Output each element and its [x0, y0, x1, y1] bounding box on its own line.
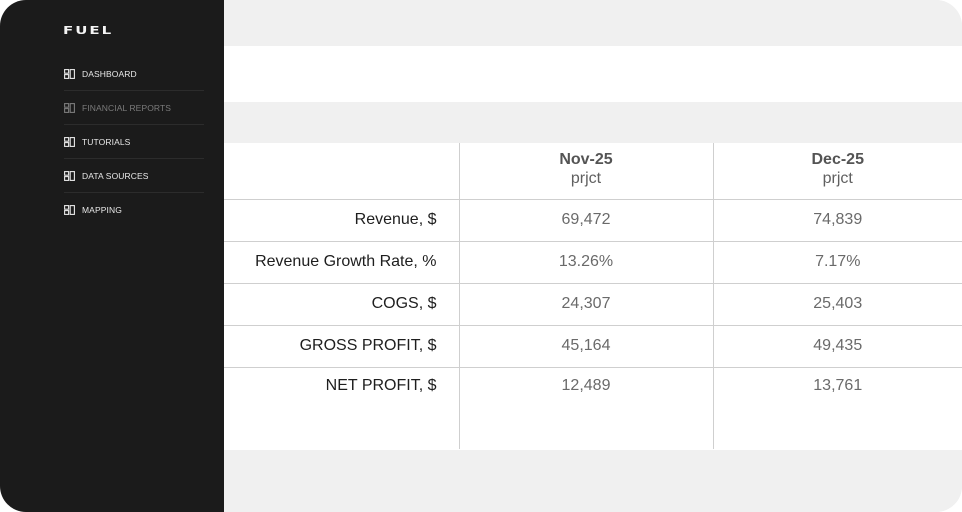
table-row-gross-profit: GROSS PROFIT, $ 45,164 49,435 [224, 324, 962, 367]
sidebar-item-dashboard[interactable]: DASHBOARD [64, 57, 204, 91]
sidebar-item-label: FINANCIAL REPORTS [82, 102, 172, 113]
main-content: Nov-25 prjct Dec-25 prjct Revenue, $ 69,… [224, 0, 962, 512]
financial-table: Nov-25 prjct Dec-25 prjct Revenue, $ 69,… [224, 143, 962, 449]
table-header-row: Nov-25 prjct Dec-25 prjct [224, 143, 962, 199]
sidebar-item-financial-reports[interactable]: FINANCIAL REPORTS [64, 91, 204, 125]
row-label: GROSS PROFIT, $ [224, 324, 459, 367]
table-corner-cell [224, 143, 459, 199]
sidebar-item-mapping[interactable]: MAPPING [64, 193, 204, 227]
table-cell[interactable]: 7.17% [712, 240, 962, 283]
grid-icon [64, 205, 75, 215]
row-label: Revenue Growth Rate, % [224, 240, 459, 283]
column-type: prjct [570, 170, 602, 187]
financial-table-container: Nov-25 prjct Dec-25 prjct Revenue, $ 69,… [224, 143, 962, 450]
sidebar-item-tutorials[interactable]: TUTORIALS [64, 125, 204, 159]
fuel-logo[interactable]: FUEL [63, 24, 114, 37]
table-cell[interactable]: 13,761 [712, 366, 962, 449]
table-cell[interactable]: 49,435 [712, 324, 962, 367]
column-month: Dec-25 [811, 151, 864, 168]
header-band [224, 46, 962, 102]
table-cell[interactable]: 12,489 [458, 366, 713, 449]
table-row-net-profit: NET PROFIT, $ 12,489 13,761 [224, 366, 962, 449]
sidebar-item-label: TUTORIALS [82, 136, 131, 147]
row-label: COGS, $ [224, 282, 459, 325]
table-cell[interactable]: 24,307 [458, 282, 713, 325]
table-cell[interactable]: 13.26% [458, 240, 713, 283]
row-label: Revenue, $ [224, 198, 459, 241]
table-row-revenue: Revenue, $ 69,472 74,839 [224, 198, 962, 241]
table-row-cogs: COGS, $ 24,307 25,403 [224, 282, 962, 325]
column-header-dec[interactable]: Dec-25 prjct [712, 143, 962, 199]
row-label: NET PROFIT, $ [224, 366, 459, 449]
column-header-nov[interactable]: Nov-25 prjct [458, 143, 713, 199]
grid-icon [64, 102, 75, 113]
grid-icon [64, 170, 75, 181]
column-type: prjct [822, 170, 853, 187]
table-cell[interactable]: 69,472 [458, 198, 713, 241]
grid-icon [64, 68, 75, 79]
sidebar-nav: DASHBOARD FINANCIAL REPORTS TUTORIALS [64, 57, 204, 227]
sidebar: FUEL DASHBOARD FINANCIAL REPORTS [0, 0, 224, 512]
grid-icon [64, 136, 75, 147]
sidebar-item-label: MAPPING [82, 205, 122, 215]
table-row-revenue-growth: Revenue Growth Rate, % 13.26% 7.17% [224, 240, 962, 283]
sidebar-item-data-sources[interactable]: DATA SOURCES [64, 159, 204, 193]
sidebar-item-label: DATA SOURCES [82, 170, 149, 181]
table-cell[interactable]: 74,839 [712, 198, 962, 241]
table-cell[interactable]: 45,164 [458, 324, 713, 367]
table-cell[interactable]: 25,403 [712, 282, 962, 325]
sidebar-item-label: DASHBOARD [82, 68, 137, 79]
column-month: Nov-25 [559, 151, 613, 168]
